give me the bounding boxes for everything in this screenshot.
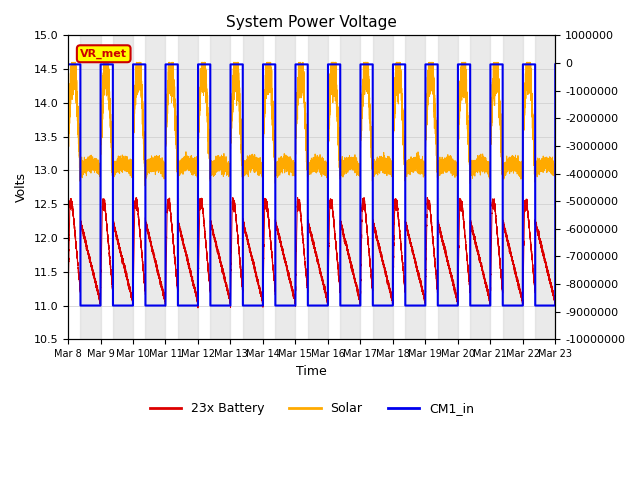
Y-axis label: Volts: Volts [15, 172, 28, 203]
Bar [438, 36, 458, 339]
X-axis label: Time: Time [296, 365, 327, 378]
Legend: 23x Battery, Solar, CM1_in: 23x Battery, Solar, CM1_in [145, 397, 479, 420]
Bar [145, 36, 166, 339]
Bar [178, 36, 198, 339]
Bar [372, 36, 393, 339]
Bar [81, 36, 100, 339]
Bar [470, 36, 490, 339]
Bar [113, 36, 133, 339]
Bar [211, 36, 230, 339]
Bar [308, 36, 328, 339]
Bar [405, 36, 426, 339]
Bar [243, 36, 263, 339]
Bar [275, 36, 296, 339]
Bar [340, 36, 360, 339]
Bar [535, 36, 556, 339]
Title: System Power Voltage: System Power Voltage [226, 15, 397, 30]
Bar [502, 36, 523, 339]
Text: VR_met: VR_met [80, 48, 127, 59]
